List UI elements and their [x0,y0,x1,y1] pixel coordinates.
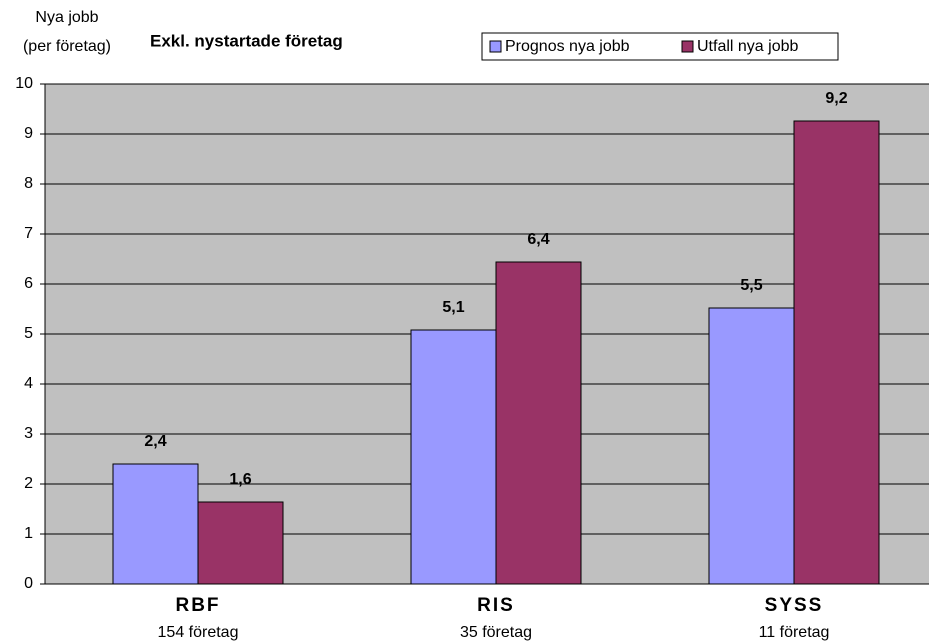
x-tick-sublabel: 154 företag [158,624,239,641]
bar [793,120,880,585]
y-tick-label: 1 [24,525,33,542]
data-label: 6,4 [527,231,549,248]
y-tick-label: 6 [24,275,33,292]
y-axis-label: (per företag) [23,38,111,55]
data-label: 2,4 [144,433,166,450]
data-label: 9,2 [825,90,847,107]
y-tick-label: 0 [24,575,33,592]
legend [481,32,839,61]
legend-swatch [489,40,502,53]
legend-swatch [681,40,694,53]
data-label: 5,1 [442,299,464,316]
y-tick-label: 8 [24,175,33,192]
y-tick-label: 3 [24,425,33,442]
bar [197,501,284,585]
y-tick-label: 9 [24,125,33,142]
x-tick-sublabel: 11 företag [759,624,830,641]
y-tick-label: 4 [24,375,33,392]
y-tick-label: 5 [24,325,33,342]
x-tick-label: RBF [175,595,220,616]
chart-title: Exkl. nystartade företag [150,31,343,50]
legend-label: Utfall nya jobb [697,38,798,55]
y-tick-label: 10 [15,75,33,92]
data-label: 1,6 [229,471,251,488]
data-label: 5,5 [740,277,762,294]
x-tick-label: RIS [477,595,515,616]
legend-label: Prognos nya jobb [505,38,630,55]
x-tick-label: SYSS [765,595,824,616]
bar [495,261,582,585]
bar [112,463,199,585]
y-axis-label: Nya jobb [35,9,98,26]
bar [708,307,795,585]
y-tick-label: 2 [24,475,33,492]
y-tick-label: 7 [24,225,33,242]
x-tick-sublabel: 35 företag [460,624,532,641]
bar [410,329,497,585]
